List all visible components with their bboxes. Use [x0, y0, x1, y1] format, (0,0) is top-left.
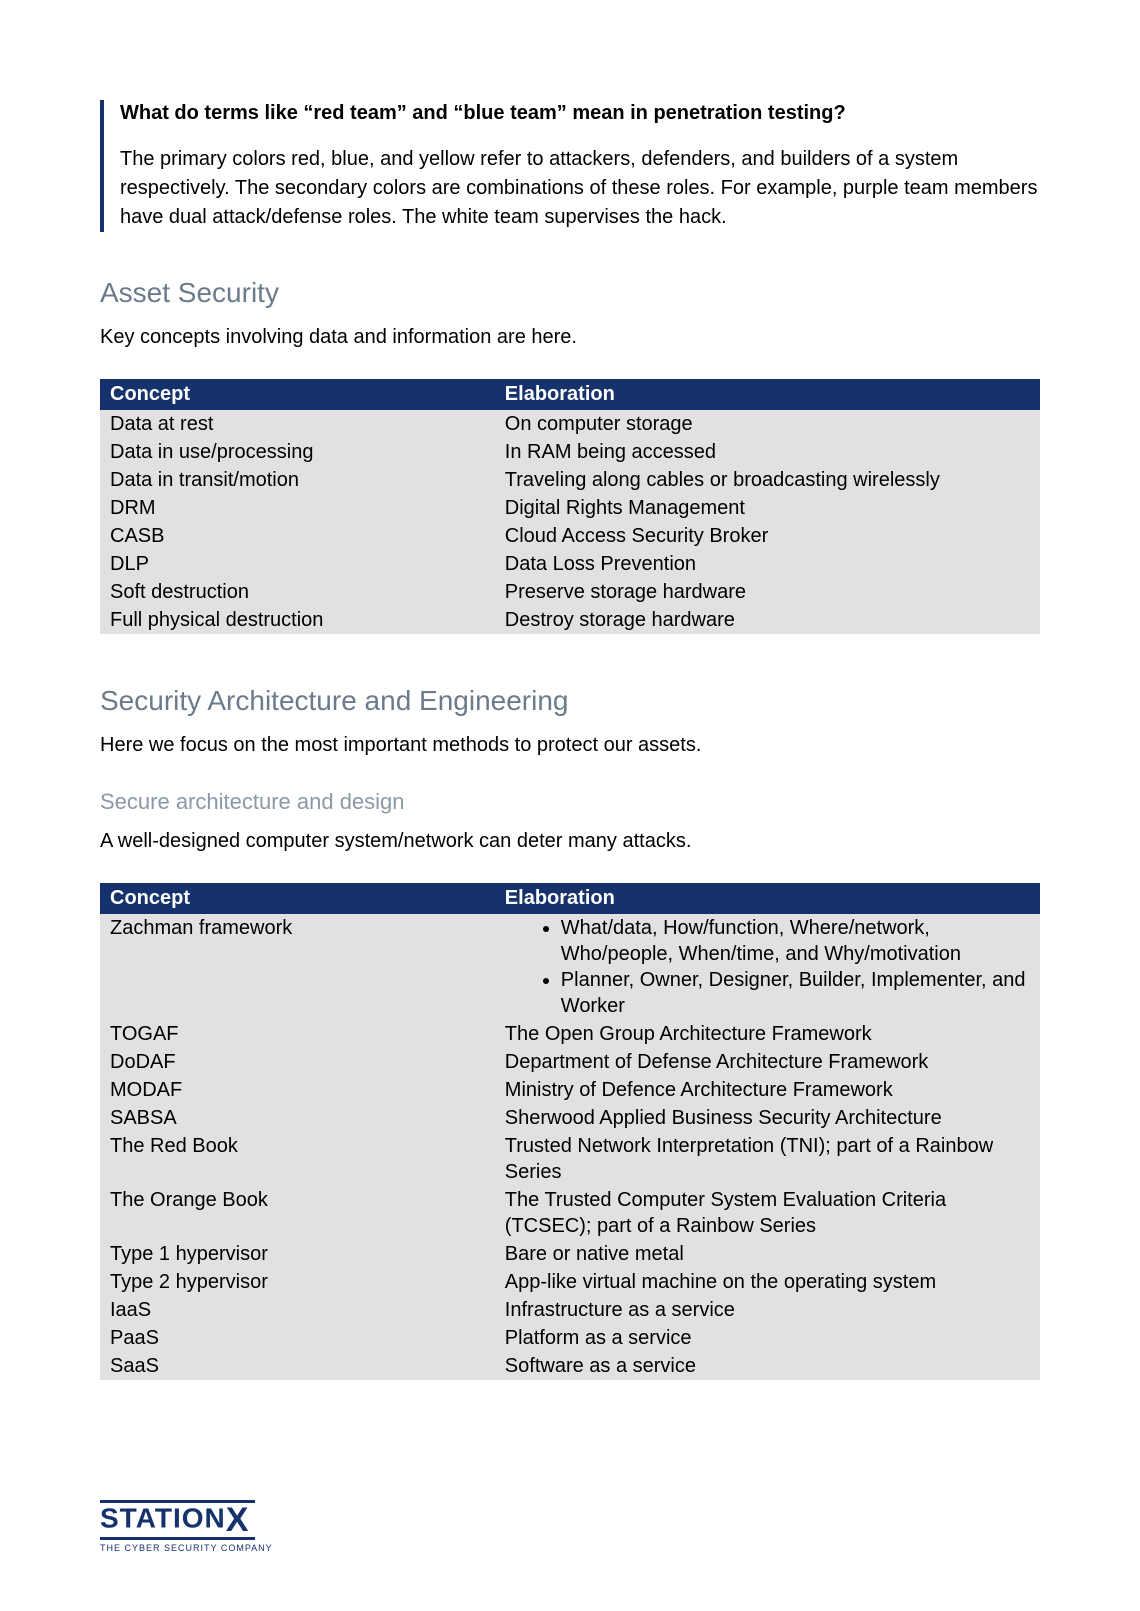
cell-elaboration: Department of Defense Architecture Frame…	[495, 1048, 1040, 1076]
table-row: Type 1 hypervisorBare or native metal	[100, 1240, 1040, 1268]
table-row: Data in use/processingIn RAM being acces…	[100, 438, 1040, 466]
section-title: Asset Security	[100, 274, 1040, 312]
cell-concept: MODAF	[100, 1076, 495, 1104]
cell-concept: Type 1 hypervisor	[100, 1240, 495, 1268]
table-row: SaaSSoftware as a service	[100, 1352, 1040, 1380]
table-row: CASBCloud Access Security Broker	[100, 522, 1040, 550]
table-row: Data in transit/motionTraveling along ca…	[100, 466, 1040, 494]
stationx-logo: STATIONX THE CYBER SECURITY COMPANY	[100, 1500, 273, 1554]
cell-concept: TOGAF	[100, 1020, 495, 1048]
table-row: TOGAFThe Open Group Architecture Framewo…	[100, 1020, 1040, 1048]
cell-concept: Zachman framework	[100, 914, 495, 1020]
section-subtitle: Key concepts involving data and informat…	[100, 324, 1040, 351]
callout-body: The primary colors red, blue, and yellow…	[120, 145, 1040, 232]
cell-elaboration: Sherwood Applied Business Security Archi…	[495, 1104, 1040, 1132]
logo-text-station: STATION	[100, 1503, 226, 1534]
cell-concept: Data at rest	[100, 410, 495, 438]
cell-elaboration: Preserve storage hardware	[495, 578, 1040, 606]
cell-concept: Soft destruction	[100, 578, 495, 606]
cell-elaboration: Traveling along cables or broadcasting w…	[495, 466, 1040, 494]
asset-security-table: Concept Elaboration Data at restOn compu…	[100, 379, 1040, 634]
subsection-intro: A well-designed computer system/network …	[100, 828, 1040, 855]
cell-concept: DRM	[100, 494, 495, 522]
cell-elaboration: Platform as a service	[495, 1324, 1040, 1352]
cell-concept: The Orange Book	[100, 1186, 495, 1240]
table-row: IaaSInfrastructure as a service	[100, 1296, 1040, 1324]
cell-elaboration: In RAM being accessed	[495, 438, 1040, 466]
table-row: Type 2 hypervisorApp-like virtual machin…	[100, 1268, 1040, 1296]
table-row: DRMDigital Rights Management	[100, 494, 1040, 522]
cell-concept: Type 2 hypervisor	[100, 1268, 495, 1296]
callout-block: What do terms like “red team” and “blue …	[100, 100, 1040, 232]
cell-elaboration: Trusted Network Interpretation (TNI); pa…	[495, 1132, 1040, 1186]
table-row: Soft destructionPreserve storage hardwar…	[100, 578, 1040, 606]
cell-elaboration: Destroy storage hardware	[495, 606, 1040, 634]
cell-concept: SABSA	[100, 1104, 495, 1132]
table-row: DLPData Loss Prevention	[100, 550, 1040, 578]
cell-concept: SaaS	[100, 1352, 495, 1380]
section-subtitle: Here we focus on the most important meth…	[100, 732, 1040, 759]
bullet-item: What/data, How/function, Where/network, …	[561, 915, 1030, 967]
table-row: Zachman framework What/data, How/function…	[100, 914, 1040, 1020]
section-security-architecture: Security Architecture and Engineering He…	[100, 682, 1040, 1380]
logo-text-x: X	[226, 1501, 250, 1539]
logo-wordmark: STATIONX	[100, 1500, 255, 1540]
architecture-table: Concept Elaboration Zachman framework Wha…	[100, 883, 1040, 1380]
cell-concept: Data in transit/motion	[100, 466, 495, 494]
table-row: DoDAFDepartment of Defense Architecture …	[100, 1048, 1040, 1076]
cell-elaboration: Data Loss Prevention	[495, 550, 1040, 578]
table-row: Data at restOn computer storage	[100, 410, 1040, 438]
cell-concept: Data in use/processing	[100, 438, 495, 466]
cell-concept: The Red Book	[100, 1132, 495, 1186]
cell-elaboration: Infrastructure as a service	[495, 1296, 1040, 1324]
table-header-concept: Concept	[100, 379, 495, 410]
cell-elaboration: What/data, How/function, Where/network, …	[495, 914, 1040, 1020]
table-header-elaboration: Elaboration	[495, 379, 1040, 410]
cell-concept: DLP	[100, 550, 495, 578]
cell-elaboration: Software as a service	[495, 1352, 1040, 1380]
callout-title: What do terms like “red team” and “blue …	[120, 100, 1040, 127]
page-footer: STATIONX THE CYBER SECURITY COMPANY	[100, 1500, 1040, 1559]
subsection-title: Secure architecture and design	[100, 787, 1040, 817]
table-row: MODAFMinistry of Defence Architecture Fr…	[100, 1076, 1040, 1104]
cell-concept: PaaS	[100, 1324, 495, 1352]
bullet-item: Planner, Owner, Designer, Builder, Imple…	[561, 967, 1030, 1019]
cell-elaboration: App-like virtual machine on the operatin…	[495, 1268, 1040, 1296]
cell-elaboration: The Trusted Computer System Evaluation C…	[495, 1186, 1040, 1240]
table-row: Full physical destructionDestroy storage…	[100, 606, 1040, 634]
section-asset-security: Asset Security Key concepts involving da…	[100, 274, 1040, 634]
cell-concept: DoDAF	[100, 1048, 495, 1076]
cell-elaboration: Ministry of Defence Architecture Framewo…	[495, 1076, 1040, 1104]
cell-elaboration: Bare or native metal	[495, 1240, 1040, 1268]
logo-tagline: THE CYBER SECURITY COMPANY	[100, 1542, 273, 1554]
section-title: Security Architecture and Engineering	[100, 682, 1040, 720]
table-header-elaboration: Elaboration	[495, 883, 1040, 914]
cell-elaboration: Digital Rights Management	[495, 494, 1040, 522]
cell-elaboration: The Open Group Architecture Framework	[495, 1020, 1040, 1048]
table-row: PaaSPlatform as a service	[100, 1324, 1040, 1352]
cell-concept: IaaS	[100, 1296, 495, 1324]
cell-elaboration: On computer storage	[495, 410, 1040, 438]
table-row: The Orange BookThe Trusted Computer Syst…	[100, 1186, 1040, 1240]
table-row: SABSASherwood Applied Business Security …	[100, 1104, 1040, 1132]
cell-concept: CASB	[100, 522, 495, 550]
table-row: The Red BookTrusted Network Interpretati…	[100, 1132, 1040, 1186]
cell-concept: Full physical destruction	[100, 606, 495, 634]
table-header-concept: Concept	[100, 883, 495, 914]
cell-elaboration: Cloud Access Security Broker	[495, 522, 1040, 550]
